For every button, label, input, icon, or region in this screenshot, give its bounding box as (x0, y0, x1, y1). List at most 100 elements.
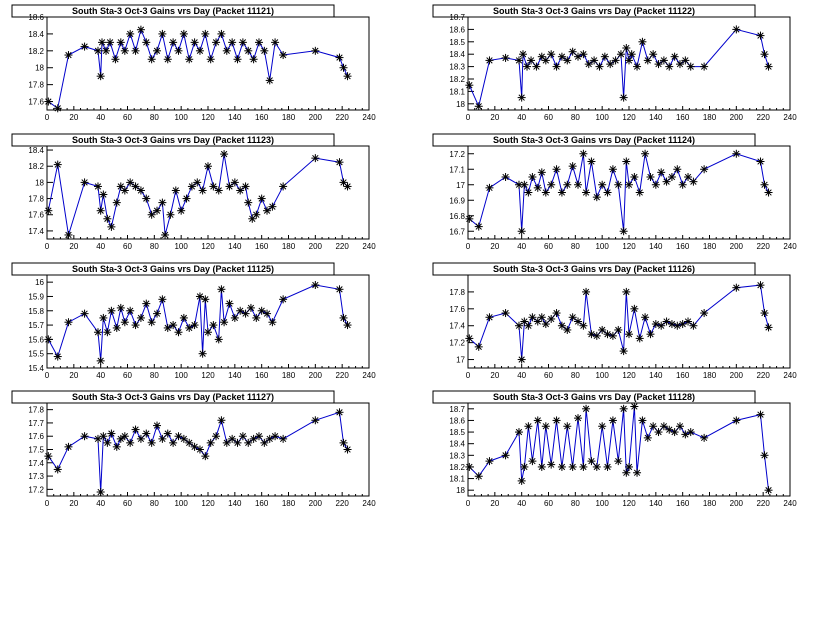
chart-panel-3: South Sta-3 Oct-3 Gains vrs Day (Packet … (11, 133, 376, 251)
data-point-marker (96, 72, 105, 81)
data-point-marker (44, 206, 53, 215)
data-point-marker (563, 325, 572, 334)
data-point-marker (136, 313, 145, 322)
data-point-marker (635, 188, 644, 197)
x-tick-label: 220 (756, 113, 770, 122)
data-point-marker (335, 408, 344, 417)
y-tick-label: 17.2 (28, 485, 44, 494)
x-tick-label: 60 (123, 242, 132, 251)
x-tick-label: 200 (730, 113, 744, 122)
y-tick-label: 17.2 (449, 150, 465, 159)
plot-frame (467, 145, 791, 240)
data-point-marker (670, 428, 679, 437)
x-tick-label: 20 (69, 499, 78, 508)
data-point-marker (582, 404, 591, 413)
data-point-marker (126, 306, 135, 315)
data-point-marker (625, 330, 633, 339)
y-tick-label: 17.4 (28, 459, 44, 468)
data-point-marker (675, 422, 684, 431)
data-point-marker (633, 468, 642, 477)
chart-panel-5: South Sta-3 Oct-3 Gains vrs Day (Packet … (11, 262, 376, 380)
y-tick-label: 18.6 (28, 13, 44, 22)
data-point-marker (600, 52, 609, 61)
data-point-marker (638, 37, 647, 46)
x-tick-label: 240 (783, 499, 797, 508)
data-point-marker (598, 180, 607, 189)
data-point-marker (311, 281, 320, 290)
x-tick-label: 180 (282, 113, 296, 122)
data-point-marker (659, 422, 668, 431)
x-tick-label: 60 (123, 371, 132, 380)
data-point-marker (592, 193, 601, 202)
data-point-marker (111, 55, 120, 64)
x-tick-label: 140 (228, 113, 242, 122)
data-point-marker (177, 206, 186, 215)
data-point-marker (657, 321, 666, 330)
data-point-marker (689, 321, 698, 330)
data-point-marker (574, 414, 583, 423)
data-point-marker (651, 320, 660, 329)
data-point-marker (533, 183, 542, 192)
x-tick-label: 60 (544, 499, 553, 508)
x-tick-label: 140 (649, 499, 663, 508)
data-point-marker (214, 335, 223, 344)
data-point-marker (622, 287, 631, 296)
chart-title: South Sta-3 Oct-3 Gains vrs Day (Packet … (72, 6, 274, 16)
chart-title: South Sta-3 Oct-3 Gains vrs Day (Packet … (493, 392, 695, 402)
x-tick-label: 200 (309, 499, 323, 508)
x-tick-label: 220 (335, 113, 349, 122)
data-point-marker (271, 38, 280, 47)
data-point-marker (537, 168, 546, 177)
data-point-marker (190, 442, 199, 451)
data-point-marker (625, 180, 633, 189)
y-tick-label: 18.6 (449, 416, 465, 425)
x-tick-label: 60 (123, 499, 132, 508)
data-point-marker (662, 177, 671, 186)
data-point-marker (246, 303, 255, 312)
data-point-marker (185, 55, 194, 64)
data-point-marker (592, 462, 601, 471)
data-point-marker (260, 46, 269, 55)
chart-title: South Sta-3 Oct-3 Gains vrs Day (Packet … (72, 392, 274, 402)
data-point-marker (241, 182, 250, 191)
data-point-marker (524, 321, 533, 330)
data-point-marker (646, 330, 655, 339)
data-point-marker (116, 38, 125, 47)
data-point-marker (190, 321, 199, 330)
data-point-marker (641, 313, 650, 322)
data-point-marker (217, 416, 226, 425)
data-point-marker (263, 309, 272, 318)
data-point-marker (501, 53, 510, 62)
data-point-marker (678, 320, 687, 329)
y-tick-label: 18.3 (449, 63, 465, 72)
y-tick-label: 18.7 (449, 405, 465, 414)
data-point-marker (635, 334, 644, 343)
y-tick-label: 16 (35, 278, 44, 287)
data-point-marker (638, 416, 647, 425)
data-point-marker (53, 465, 62, 474)
data-point-marker (252, 210, 261, 219)
y-tick-label: 17.1 (449, 165, 465, 174)
y-tick-label: 18.7 (449, 13, 465, 22)
x-tick-label: 160 (255, 113, 269, 122)
data-point-marker (673, 321, 682, 330)
x-tick-label: 240 (362, 113, 376, 122)
data-point-marker (220, 150, 229, 159)
data-point-marker (193, 178, 202, 187)
data-point-marker (271, 432, 280, 441)
data-point-marker (53, 160, 62, 169)
x-tick-label: 0 (466, 113, 471, 122)
data-point-marker (649, 422, 658, 431)
data-point-marker (335, 158, 344, 167)
data-point-marker (153, 421, 162, 430)
data-point-marker (592, 331, 601, 340)
data-point-marker (756, 157, 765, 166)
data-point-marker (598, 422, 607, 431)
data-point-marker (485, 183, 494, 192)
data-point-marker (528, 457, 537, 466)
data-point-marker (563, 180, 572, 189)
data-point-marker (107, 429, 116, 438)
data-point-marker (557, 188, 566, 197)
data-point-marker (198, 186, 207, 195)
data-point-marker (587, 157, 596, 166)
